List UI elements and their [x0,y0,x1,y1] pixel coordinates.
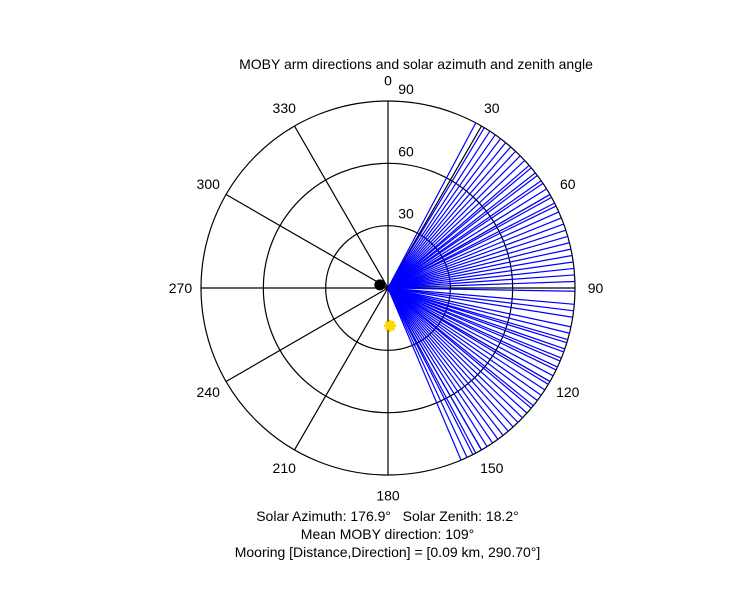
arm-direction-line [387,287,542,396]
arm-direction-line [387,287,554,377]
arm-direction-line [387,287,568,344]
angle-tick-label: 120 [556,384,580,400]
angle-tick-label: 30 [484,100,500,116]
arm-direction-line [387,167,532,289]
mooring-marker [374,279,386,291]
arm-direction-line [387,287,483,451]
arm-direction-line [387,287,494,444]
angle-tick-label: 240 [197,384,221,400]
arm-direction-line [387,267,575,289]
mooring-caption: Mooring [Distance,Direction] = [0.09 km,… [234,544,541,560]
arm-direction-line [387,146,512,289]
arm-direction-line [387,261,574,289]
solar-marker-stroke [384,320,396,332]
arm-direction-line [387,248,572,289]
arm-direction-line [387,287,509,432]
radial-tick-label: 90 [398,81,414,97]
arm-direction-line [387,287,504,436]
arm-direction-line [387,235,568,289]
arm-direction-line [387,287,549,385]
arm-direction-line [387,287,573,318]
arm-direction-line [387,142,507,289]
arm-direction-line [387,287,488,447]
arm-direction-line [387,134,496,289]
angle-tick-label: 180 [376,488,400,504]
arm-direction-line [387,287,514,428]
tick-labels: 0 30 60 90 120 150 180 210 240 270 300 330 30 60 90 [169,72,604,503]
grid-spoke [225,287,389,383]
arm-direction-line [387,287,546,391]
arm-direction-line [387,287,574,312]
arm-direction-line [387,160,526,289]
arm-direction-line [387,138,502,289]
arm-direction-line [387,150,516,289]
arm-direction-line [387,242,570,289]
angle-tick-label: 300 [197,176,221,192]
arm-direction-line [387,287,575,305]
arm-direction-line [387,211,560,289]
angle-tick-label: 0 [384,72,392,88]
arm-direction-line [387,223,564,289]
arm-direction-line [387,287,532,409]
arm-direction-line [387,174,538,289]
arm-direction-line [387,287,557,371]
arm-direction-line [387,287,523,419]
angle-tick-label: 270 [169,280,193,296]
angle-tick-label: 330 [273,100,297,116]
arm-direction-line [387,155,521,289]
arm-direction-line [387,205,557,289]
arm-direction-line [387,287,538,402]
arm-direction-line [387,287,474,455]
arm-direction-line [387,280,575,289]
arm-direction-line [387,217,562,289]
arm-direction-line [387,287,570,334]
grid-spoke [293,125,389,289]
arm-direction-lines [387,122,575,461]
arm-direction-line [387,182,544,289]
arm-direction-line [387,127,485,289]
grid-spoke [225,193,389,289]
arm-direction-line [387,196,552,289]
arm-direction-line [387,130,491,289]
arm-direction-line [387,287,572,328]
arm-direction-line [387,229,567,289]
angle-tick-label: 150 [480,460,504,476]
arm-direction-line [387,274,575,289]
angle-tick-label: 60 [560,176,576,192]
arm-direction-line [387,287,468,458]
radial-tick-label: 30 [398,206,414,222]
mean-direction-caption: Mean MOBY direction: 109° [300,526,475,542]
solar-marker [384,319,397,332]
arm-direction-line [387,287,462,461]
arm-direction-line [387,287,575,292]
arm-direction-line [387,287,519,423]
chart-title: MOBY arm directions and solar azimuth an… [239,56,593,72]
radial-tick-label: 60 [398,143,414,159]
arm-direction-line [387,287,528,414]
arm-direction-line [387,188,547,289]
solar-caption: Solar Azimuth: 176.9° Solar Zenith: 18.2… [256,508,519,524]
arm-direction-line [387,287,499,440]
angle-tick-label: 90 [588,280,604,296]
arm-direction-line [387,287,561,362]
angle-tick-label: 210 [273,460,297,476]
arm-direction-line [387,122,477,289]
arm-direction-line [387,254,573,289]
markers [374,279,397,332]
grid-spoke [293,287,389,451]
arm-direction-line [387,287,564,353]
